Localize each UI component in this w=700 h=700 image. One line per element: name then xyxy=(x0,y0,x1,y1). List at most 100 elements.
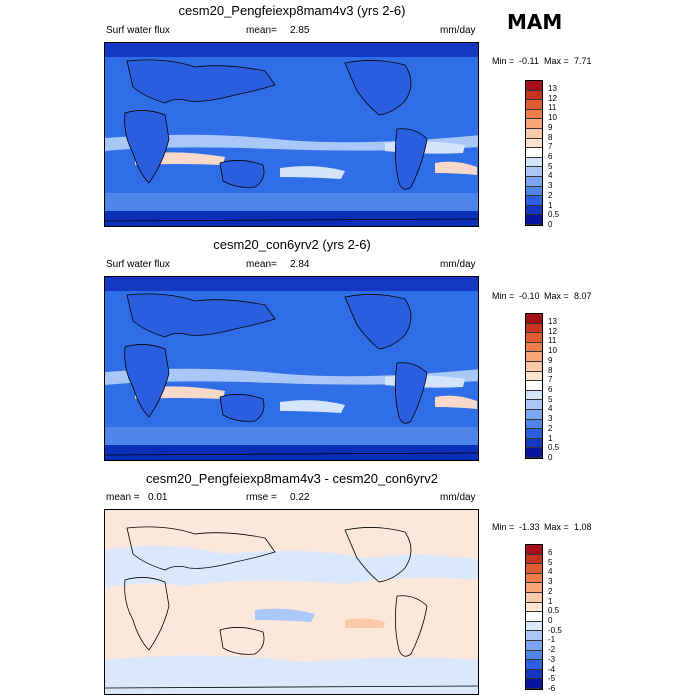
colorbar-segment xyxy=(526,660,542,670)
colorbar-segment xyxy=(526,342,542,353)
panel1-title: cesm20_Pengfeiexp8mam4v3 (yrs 2-6) xyxy=(178,3,406,18)
colorbar-tick-label: 8 xyxy=(548,365,553,375)
colorbar-segment xyxy=(526,554,542,565)
colorbar-tick-label: 10 xyxy=(548,346,557,356)
colorbar-tick-label: 5 xyxy=(548,394,553,404)
colorbar-tick-label: 1 xyxy=(548,200,553,210)
colorbar-tick-label: -2 xyxy=(548,645,556,655)
colorbar-tick-label: 11 xyxy=(548,103,557,113)
colorbar-tick-label: 0 xyxy=(548,453,553,463)
colorbar-segment xyxy=(526,138,542,149)
colorbar-segment xyxy=(526,100,542,110)
colorbar-tick-label: 3 xyxy=(548,577,553,587)
panel1-max-value: 7.71 xyxy=(574,56,592,66)
colorbar-segment xyxy=(526,128,542,139)
colorbar-tick-label: -4 xyxy=(548,664,556,674)
colorbar-tick-label: 11 xyxy=(548,336,557,346)
panel1-max-label: Max = xyxy=(544,56,569,66)
colorbar-tick-label: 4 xyxy=(548,567,553,577)
colorbar-tick-label: 9 xyxy=(548,355,553,365)
panel1-mean-label: mean= xyxy=(246,25,277,36)
colorbar-tick-label: 0.5 xyxy=(548,606,560,616)
panel3-title: cesm20_Pengfeiexp8mam4v3 - cesm20_con6yr… xyxy=(146,471,438,486)
panel2-min-label: Min = xyxy=(492,291,515,301)
panel2-max-label: Max = xyxy=(544,291,569,301)
colorbar-segment xyxy=(526,176,542,187)
colorbar-segment xyxy=(526,583,542,593)
colorbar-segment xyxy=(526,631,542,641)
colorbar-segment xyxy=(526,205,542,216)
panel2-title: cesm20_con6yrv2 (yrs 2-6) xyxy=(213,237,371,252)
colorbar-tick-label: 9 xyxy=(548,122,553,132)
colorbar-segment xyxy=(526,448,542,458)
colorbar-segment xyxy=(526,679,542,689)
colorbar-tick-label: 13 xyxy=(548,316,557,326)
colorbar-segment xyxy=(526,564,542,574)
colorbar-tick-label: 2 xyxy=(548,190,553,200)
colorbar-tick-label: 0.5 xyxy=(548,210,560,220)
colorbar-tick-label: 5 xyxy=(548,557,553,567)
colorbar-tick-label: 6 xyxy=(548,547,553,557)
panel1-min-label: Min = xyxy=(492,56,515,66)
panel3-rmse-value: 0.22 xyxy=(290,492,310,503)
colorbar-segment xyxy=(526,438,542,449)
colorbar-segment xyxy=(526,196,542,206)
panel1-mean-value: 2.85 xyxy=(290,25,310,36)
panel2-map-svg xyxy=(105,277,478,460)
panel3-rmse-label: rmse = xyxy=(246,492,277,503)
panel2-variable-label: Surf water flux xyxy=(106,259,170,270)
colorbar-segment xyxy=(526,621,542,632)
panel3-colorbar xyxy=(525,544,543,690)
colorbar-segment xyxy=(526,419,542,430)
colorbar-segment xyxy=(526,592,542,603)
colorbar-tick-label: -1 xyxy=(548,635,556,645)
colorbar-tick-label: 7 xyxy=(548,142,553,152)
colorbar-tick-label: 3 xyxy=(548,181,553,191)
colorbar-segment xyxy=(526,333,542,343)
panel2-map xyxy=(104,276,479,461)
colorbar-segment xyxy=(526,545,542,555)
colorbar-tick-label: 13 xyxy=(548,83,557,93)
panel1-colorbar xyxy=(525,80,543,226)
colorbar-segment xyxy=(526,400,542,410)
colorbar-segment xyxy=(526,186,542,197)
colorbar-segment xyxy=(526,650,542,661)
panel2-colorbar xyxy=(525,313,543,459)
colorbar-segment xyxy=(526,157,542,168)
panel3-max-value: 1.08 xyxy=(574,522,592,532)
colorbar-tick-label: -5 xyxy=(548,674,556,684)
colorbar-tick-label: 6 xyxy=(548,385,553,394)
panel3-mean-value: 0.01 xyxy=(148,492,168,503)
panel3-max-label: Max = xyxy=(544,522,569,532)
colorbar-tick-label: -0.5 xyxy=(548,625,562,635)
colorbar-tick-label: 0.5 xyxy=(548,443,560,453)
colorbar-tick-label: 4 xyxy=(548,404,553,414)
colorbar-tick-label: 5 xyxy=(548,161,553,171)
colorbar-segment xyxy=(526,612,542,622)
panel1-map-svg xyxy=(105,43,478,226)
panel2-max-value: 8.07 xyxy=(574,291,592,301)
colorbar-tick-label: 2 xyxy=(548,423,553,433)
season-label: MAM xyxy=(507,10,563,34)
panel2-units: mm/day xyxy=(440,259,476,270)
colorbar-tick-label: 7 xyxy=(548,375,553,385)
colorbar-tick-label: 1 xyxy=(548,433,553,443)
colorbar-segment xyxy=(526,148,542,158)
colorbar-segment xyxy=(526,109,542,120)
colorbar-segment xyxy=(526,602,542,613)
panel3-map-svg xyxy=(105,510,478,694)
colorbar-segment xyxy=(526,215,542,225)
panel3-map xyxy=(104,509,479,695)
colorbar-tick-label: 0 xyxy=(548,220,553,230)
panel2-mean-value: 2.84 xyxy=(290,259,310,270)
panel2-min-value: -0.10 xyxy=(519,291,540,301)
colorbar-tick-label: 3 xyxy=(548,414,553,424)
panel3-mean-label: mean = xyxy=(106,492,140,503)
colorbar-segment xyxy=(526,669,542,680)
colorbar-segment xyxy=(526,640,542,651)
panel3-units: mm/day xyxy=(440,492,476,503)
colorbar-tick-label: 8 xyxy=(548,132,553,142)
colorbar-tick-label: 4 xyxy=(548,171,553,181)
panel3-min-label: Min = xyxy=(492,522,515,532)
panel1-min-value: -0.11 xyxy=(519,56,539,66)
